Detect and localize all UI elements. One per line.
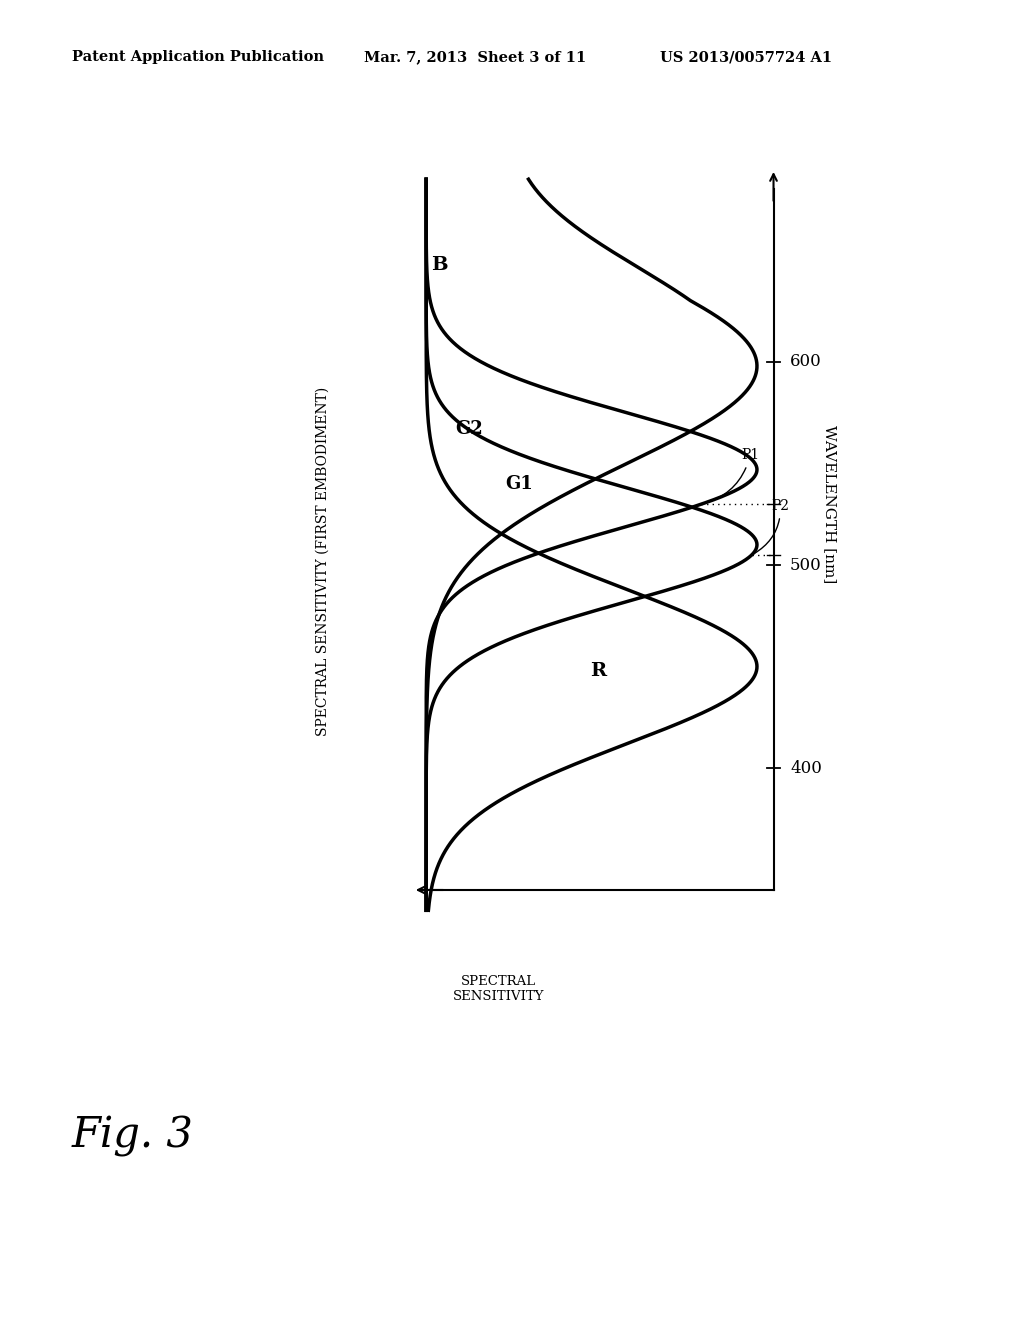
Text: P1: P1 — [703, 449, 759, 503]
Text: 400: 400 — [791, 759, 822, 776]
Text: 600: 600 — [791, 354, 822, 371]
Text: P2: P2 — [754, 499, 790, 553]
Text: Mar. 7, 2013  Sheet 3 of 11: Mar. 7, 2013 Sheet 3 of 11 — [364, 50, 586, 65]
Text: G1: G1 — [505, 475, 532, 492]
Text: Patent Application Publication: Patent Application Publication — [72, 50, 324, 65]
Text: Fig. 3: Fig. 3 — [72, 1115, 194, 1158]
Text: SPECTRAL
SENSITIVITY: SPECTRAL SENSITIVITY — [454, 975, 545, 1003]
Text: WAVELENGTH [nm]: WAVELENGTH [nm] — [822, 425, 837, 583]
Text: 500: 500 — [791, 557, 822, 574]
Text: SPECTRAL SENSITIVITY (FIRST EMBODIMENT): SPECTRAL SENSITIVITY (FIRST EMBODIMENT) — [315, 387, 330, 735]
Text: US 2013/0057724 A1: US 2013/0057724 A1 — [660, 50, 833, 65]
Text: B: B — [431, 256, 447, 273]
Text: R: R — [590, 661, 606, 680]
Text: G2: G2 — [456, 420, 483, 438]
